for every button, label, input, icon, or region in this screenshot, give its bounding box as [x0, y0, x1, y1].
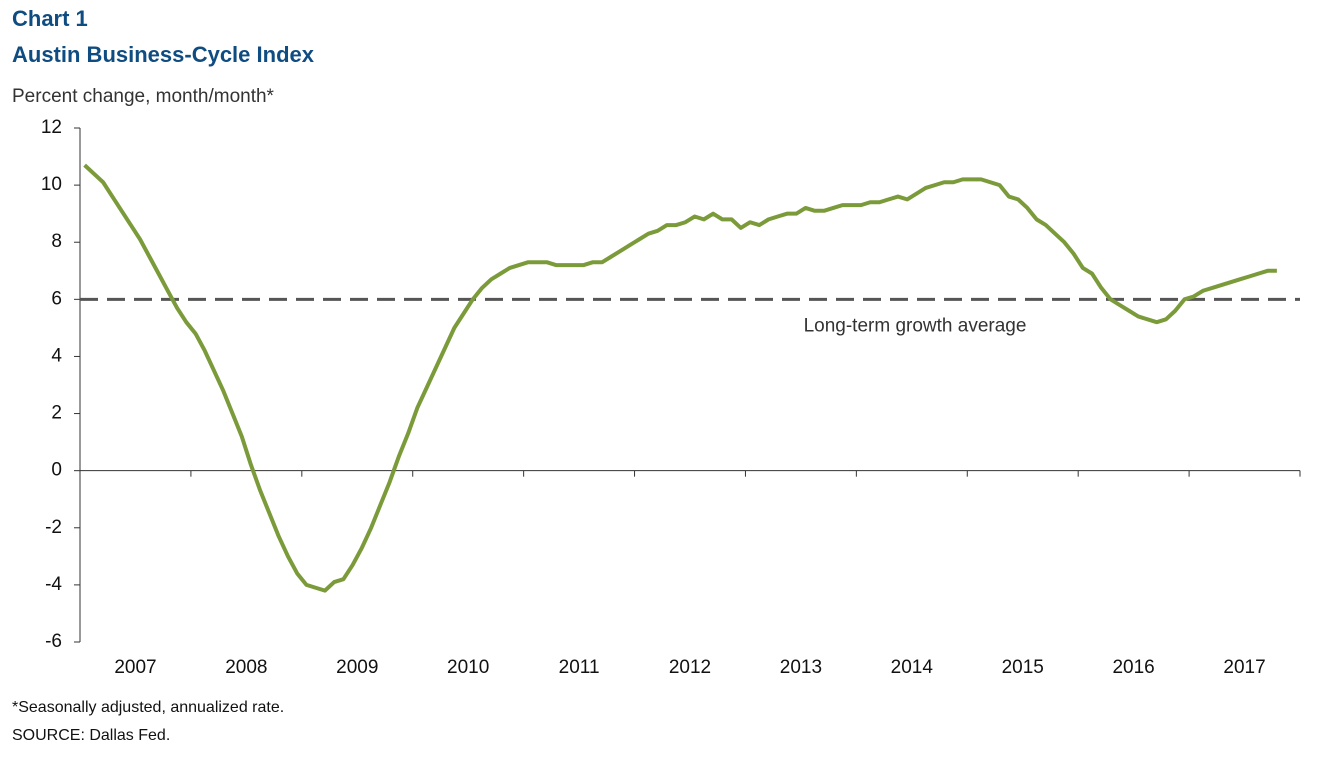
y-tick-label: -4	[45, 574, 62, 595]
y-tick-label: 8	[51, 231, 62, 252]
x-tick-label: 2009	[336, 657, 378, 678]
chart-subtitle: Austin Business-Cycle Index	[12, 42, 315, 67]
y-tick-label: 10	[41, 174, 62, 195]
x-tick-label: 2011	[559, 657, 600, 678]
x-tick-label: 2015	[1002, 657, 1044, 678]
y-tick-label: -2	[45, 517, 62, 538]
y-tick-label: 12	[41, 117, 62, 138]
x-tick-label: 2007	[114, 657, 156, 678]
y-tick-label: 0	[51, 460, 62, 481]
note: *Seasonally adjusted, annualized rate.	[12, 699, 284, 716]
y-tick-label: 6	[51, 288, 62, 309]
x-tick-label: 2016	[1112, 657, 1154, 678]
x-tick-label: 2017	[1223, 657, 1265, 678]
x-tick-label: 2008	[225, 657, 267, 678]
y-tick-label: 4	[51, 345, 62, 366]
y-tick-label: -6	[45, 631, 62, 652]
y-axis-label: Percent change, month/month*	[12, 86, 275, 107]
x-tick-label: 2014	[891, 657, 934, 678]
reference-label: Long-term growth average	[804, 315, 1027, 336]
chart-title: Chart 1	[12, 6, 88, 31]
source: SOURCE: Dallas Fed.	[12, 727, 170, 744]
x-tick-label: 2010	[447, 657, 489, 678]
x-tick-label: 2013	[780, 657, 822, 678]
y-tick-label: 2	[51, 403, 62, 424]
data-line	[83, 163, 1277, 593]
x-tick-label: 2012	[669, 657, 711, 678]
